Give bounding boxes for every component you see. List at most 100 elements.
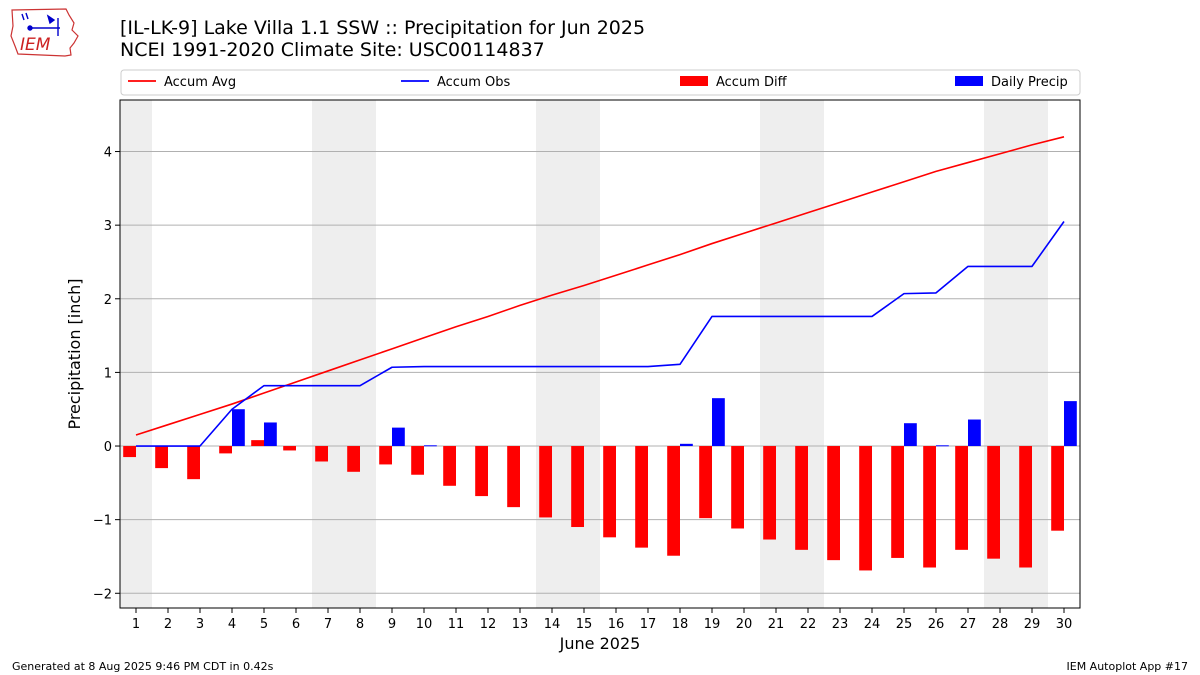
x-tick-label: 17 [640,617,657,632]
accum-diff-bar [827,446,840,561]
accum-diff-bar [699,446,712,519]
weekend-band-1 [120,100,152,608]
x-tick-label: 29 [1024,617,1041,632]
x-tick-label: 18 [672,617,689,632]
x-tick-label: 5 [260,617,268,632]
x-tick-label: 20 [736,617,753,632]
accum-diff-bar [315,446,328,462]
iem-logo: IEM [10,8,79,57]
accum-diff-bar [411,446,424,475]
accum-diff-bar [155,446,168,469]
x-tick-label: 30 [1056,617,1073,632]
x-tick-label: 4 [228,617,236,632]
chart-title: [IL-LK-9] Lake Villa 1.1 SSW :: Precipit… [120,17,646,39]
x-tick-label: 19 [704,617,721,632]
x-tick-label: 10 [416,617,433,632]
accum-diff-bar [475,446,488,497]
daily-precip-bar [1064,401,1077,447]
y-tick-label: −1 [93,514,112,529]
accum-diff-bar [1051,446,1064,531]
x-tick-label: 25 [896,617,913,632]
accum-diff-bar [667,446,680,556]
x-tick-label: 8 [356,617,364,632]
daily-precip-bar [424,445,437,447]
daily-precip-bar [712,398,725,447]
weather-station-icon [21,12,60,36]
x-tick-label: 24 [864,617,881,632]
x-tick-label: 15 [576,617,593,632]
weekend-band-2 [312,100,376,608]
y-tick-label: −2 [93,587,112,602]
accum-diff-bar [891,446,904,558]
accum-diff-bar [283,446,296,451]
x-tick-label: 23 [832,617,849,632]
accum-diff-bar [923,446,936,568]
accum-diff-bar [219,446,232,454]
x-tick-label: 12 [480,617,497,632]
daily-precip-bar [264,422,277,447]
accum-diff-bar [763,446,776,540]
accum-lines [135,136,1065,447]
daily-precip-bar [936,445,949,447]
accum-diff-bar [955,446,968,550]
daily-precip-bar [904,423,917,447]
legend-label: Accum Avg [164,75,236,90]
x-tick-label: 1 [132,617,140,632]
x-tick-label: 9 [388,617,396,632]
accum-diff-bar [987,446,1000,559]
y-axis-label: Precipitation [inch] [65,278,84,429]
accum-diff-bar [859,446,872,571]
x-tick-label: 11 [448,617,465,632]
accum-diff-bar [187,446,200,480]
legend-swatch-bar [680,76,708,86]
x-axis-label: June 2025 [559,634,641,653]
x-tick-label: 27 [960,617,977,632]
x-tick-label: 22 [800,617,817,632]
daily-precip-bar [680,443,693,447]
x-tick-label: 6 [292,617,300,632]
daily-precip-bar [232,409,245,447]
x-tick-label: 3 [196,617,204,632]
app-label: IEM Autoplot App #17 [1066,660,1189,673]
accum-diff-bar [635,446,648,548]
daily-precip-bar [392,427,405,447]
accum-diff-bar [539,446,552,518]
accum-diff-bar [571,446,584,528]
y-tick-label: 2 [104,293,112,308]
chart-subtitle: NCEI 1991-2020 Climate Site: USC00114837 [120,39,545,61]
legend: Accum Avg Accum Obs Accum Diff Daily Precip [120,69,1081,96]
accum-avg-line [135,136,1065,436]
legend-swatch-bar [955,76,983,86]
x-tick-label: 26 [928,617,945,632]
legend-label: Accum Obs [437,75,510,90]
accum-diff-bar [603,446,616,538]
accum-diff-bar [1019,446,1032,568]
accum-diff-bar [507,446,520,508]
accum-diff-bar [251,440,264,447]
generated-note: Generated at 8 Aug 2025 9:46 PM CDT in 0… [12,660,274,673]
weekend-band-3 [536,100,600,608]
accum-diff-bar [123,446,136,458]
x-tick-label: 13 [512,617,529,632]
accum-diff-bar [379,446,392,465]
y-tick-label: 3 [104,219,112,234]
accum-diff-bar [731,446,744,529]
accum-diff-bar [347,446,360,472]
weekend-shading [120,100,1048,608]
y-tick-label: 4 [104,146,112,161]
accum-diff-bars [123,440,1064,571]
accum-diff-bar [795,446,808,550]
legend-label: Daily Precip [991,75,1068,90]
logo-text: IEM [20,35,51,55]
x-tick-label: 16 [608,617,625,632]
y-tick-label: 1 [104,366,112,381]
x-tick-label: 21 [768,617,785,632]
y-tick-label: 0 [104,440,112,455]
legend-label: Accum Diff [716,75,788,90]
legend-box [120,69,1081,96]
daily-precip-bars [232,398,1077,447]
accum-obs-line [136,221,1065,447]
daily-precip-bar [968,419,981,447]
